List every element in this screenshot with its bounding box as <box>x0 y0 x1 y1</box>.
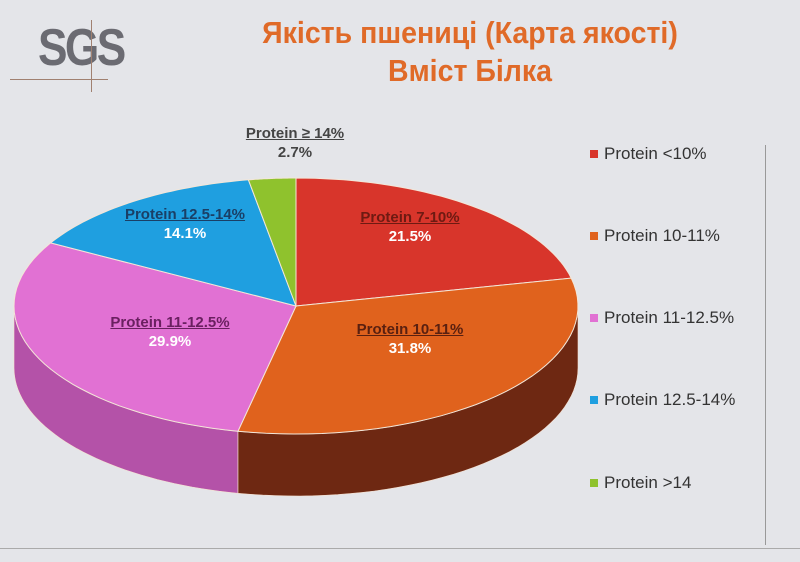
slice-value: 14.1% <box>163 225 207 242</box>
slice-value: 29.9% <box>148 333 192 350</box>
slice-name: Protein 12.5-14% <box>124 206 246 223</box>
legend-label: Protein 10-11% <box>604 226 720 245</box>
slice-name: Protein 10-11% <box>356 321 464 338</box>
slice-name: Protein 11-12.5% <box>110 314 230 331</box>
legend-item: Protein 10-11% <box>590 226 720 246</box>
slice-value: 21.5% <box>388 228 432 245</box>
logo-divider <box>10 79 108 80</box>
slice-label-4: Protein ≥ 14% 2.7% <box>215 124 375 162</box>
slice-label-0: Protein 7-10% 21.5% <box>330 208 490 246</box>
slice-name: Protein 7-10% <box>360 209 460 226</box>
chart-title-block: Якість пшениці (Карта якості) Вміст Білк… <box>212 14 727 90</box>
pie-slice-0 <box>295 177 572 307</box>
legend-item: Protein 11-12.5% <box>590 308 734 328</box>
frame-line <box>0 548 800 549</box>
chart-title: Якість пшениці (Карта якості) <box>262 15 678 50</box>
legend-swatch <box>590 232 598 240</box>
logo-divider <box>91 20 92 92</box>
legend-item: Protein >14 <box>590 473 691 493</box>
legend-swatch <box>590 150 598 158</box>
slice-name: Protein ≥ 14% <box>245 125 345 142</box>
legend-label: Protein >14 <box>604 473 692 492</box>
slice-label-1: Protein 10-11% 31.8% <box>330 320 490 358</box>
slice-value: 31.8% <box>388 340 432 357</box>
slice-label-3: Protein 12.5-14% 14.1% <box>100 205 270 243</box>
slice-value: 2.7% <box>277 144 313 161</box>
frame-line <box>765 145 766 545</box>
legend-swatch <box>590 314 598 322</box>
legend-item: Protein 12.5-14% <box>590 390 735 410</box>
legend-item: Protein <10% <box>590 144 707 164</box>
pie-slice-3 <box>49 179 297 307</box>
legend-label: Protein 12.5-14% <box>604 390 736 409</box>
legend-swatch <box>590 479 598 487</box>
chart-subtitle: Вміст Білка <box>387 53 553 88</box>
sgs-logo: SGS <box>38 19 126 77</box>
pie-slice-1 <box>237 277 579 435</box>
legend-label: Protein 11-12.5% <box>604 308 735 327</box>
pie-slice-2 <box>13 242 297 432</box>
slice-label-2: Protein 11-12.5% 29.9% <box>85 313 255 351</box>
legend-swatch <box>590 396 598 404</box>
legend-label: Protein <10% <box>604 144 707 163</box>
pie-slice-4 <box>247 177 297 307</box>
